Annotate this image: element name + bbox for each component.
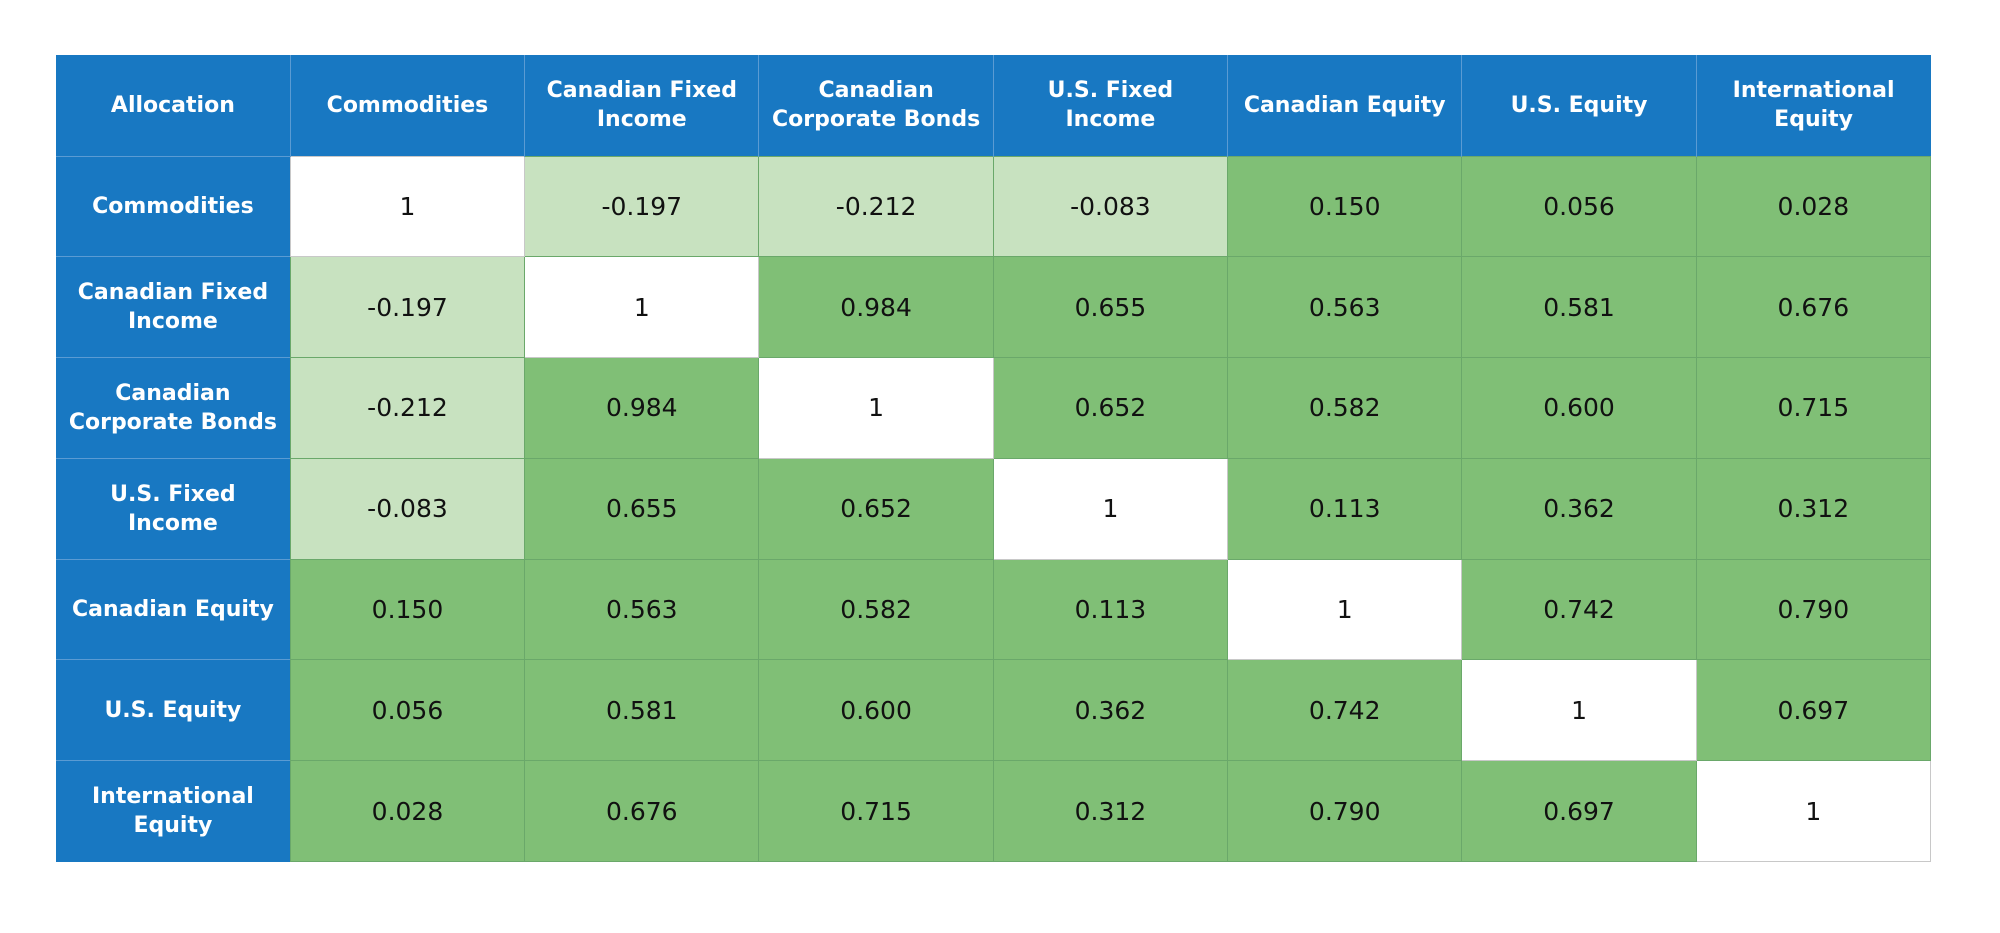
correlation-cell-1-0: -0.197 [289,256,526,359]
correlation-cell-3-6: 0.312 [1695,457,1932,560]
correlation-cell-4-3: 0.113 [992,558,1229,661]
row-header-3: U.S. Fixed Income [56,457,291,560]
row-header-5: U.S. Equity [56,659,291,761]
correlation-cell-1-3: 0.655 [992,256,1229,359]
header-row: Allocation Commodities Canadian Fixed Inc… [56,55,1931,156]
correlation-cell-1-2: 0.984 [758,256,994,359]
table-row: Canadian Equity 0.150 0.563 0.582 0.113 1 0.74… [56,558,1932,661]
correlation-cell-2-6: 0.715 [1695,357,1932,459]
correlation-cell-3-3: 1 [992,457,1229,560]
correlation-cell-1-4: 0.563 [1227,256,1463,359]
column-header-1: Canadian Fixed Income [524,55,760,156]
column-header-3: U.S. Fixed Income [993,55,1229,156]
correlation-cell-5-0: 0.056 [289,659,526,762]
correlation-cell-0-5: 0.056 [1461,155,1697,258]
table-row: Commodities 1 -0.197 -0.212 -0.083 0.150 0.056… [56,155,1932,258]
correlation-cell-5-4: 0.742 [1227,659,1463,762]
corner-header-cell: Allocation [56,55,291,156]
correlation-cell-4-6: 0.790 [1695,558,1932,661]
correlation-cell-6-5: 0.697 [1461,760,1697,862]
correlation-cell-2-1: 0.984 [524,357,760,459]
row-header-2: Canadian Corporate Bonds [56,357,291,459]
correlation-cell-0-2: -0.212 [758,155,994,258]
table-row: International Equity 0.028 0.676 0.715 0.312… [56,760,1932,862]
correlation-cell-0-0: 1 [289,155,526,258]
correlation-cell-6-2: 0.715 [758,760,994,862]
correlation-cell-1-6: 0.676 [1695,256,1932,359]
correlation-cell-0-3: -0.083 [992,155,1229,258]
table-row: Canadian Corporate Bonds -0.212 0.984 1 0.65… [56,357,1932,459]
correlation-cell-2-5: 0.600 [1461,357,1697,459]
correlation-cell-4-5: 0.742 [1461,558,1697,661]
correlation-cell-4-2: 0.582 [758,558,994,661]
correlation-cell-5-5: 1 [1461,659,1697,762]
correlation-cell-3-0: -0.083 [289,457,526,560]
table-row: U.S. Fixed Income -0.083 0.655 0.652 1 0.113 0… [56,457,1932,560]
correlation-cell-5-3: 0.362 [992,659,1229,762]
correlation-cell-3-2: 0.652 [758,457,994,560]
correlation-cell-1-5: 0.581 [1461,256,1697,359]
row-header-1: Canadian Fixed Income [56,256,291,358]
column-header-0: Commodities [290,55,526,156]
correlation-cell-0-1: -0.197 [524,155,760,258]
column-header-2: Canadian Corporate Bonds [758,55,994,156]
correlation-cell-2-3: 0.652 [992,357,1229,459]
correlation-cell-2-0: -0.212 [289,357,526,459]
correlation-cell-0-6: 0.028 [1695,155,1932,258]
table-row: Canadian Fixed Income -0.197 1 0.984 0.655 0.… [56,256,1932,359]
column-header-4: Canadian Equity [1227,55,1463,156]
correlation-cell-5-2: 0.600 [758,659,994,762]
correlation-cell-4-0: 0.150 [289,558,526,661]
row-header-4: Canadian Equity [56,558,291,660]
correlation-cell-6-1: 0.676 [524,760,760,862]
correlation-cell-2-4: 0.582 [1227,357,1463,459]
correlation-cell-0-4: 0.150 [1227,155,1463,258]
column-header-6: International Equity [1696,55,1931,156]
correlation-cell-2-2: 1 [758,357,994,459]
correlation-cell-3-1: 0.655 [524,457,760,560]
correlation-cell-3-5: 0.362 [1461,457,1697,560]
matrix-body: Commodities 1 -0.197 -0.212 -0.083 0.150 0.056… [56,155,1932,862]
column-header-5: U.S. Equity [1461,55,1697,156]
row-header-6: International Equity [56,760,291,862]
correlation-cell-3-4: 0.113 [1227,457,1463,560]
correlation-cell-6-4: 0.790 [1227,760,1463,862]
correlation-cell-4-1: 0.563 [524,558,760,661]
correlation-cell-5-1: 0.581 [524,659,760,762]
correlation-cell-6-3: 0.312 [992,760,1229,862]
correlation-cell-5-6: 0.697 [1695,659,1932,762]
row-header-0: Commodities [56,155,291,257]
correlation-cell-6-0: 0.028 [289,760,526,862]
correlation-cell-1-1: 1 [524,256,760,359]
correlation-matrix-table: Allocation Commodities Canadian Fixed Inc… [56,55,1932,862]
table-row: U.S. Equity 0.056 0.581 0.600 0.362 0.742 1 0.6… [56,659,1932,762]
correlation-cell-4-4: 1 [1227,558,1463,661]
correlation-cell-6-6: 1 [1695,760,1932,862]
